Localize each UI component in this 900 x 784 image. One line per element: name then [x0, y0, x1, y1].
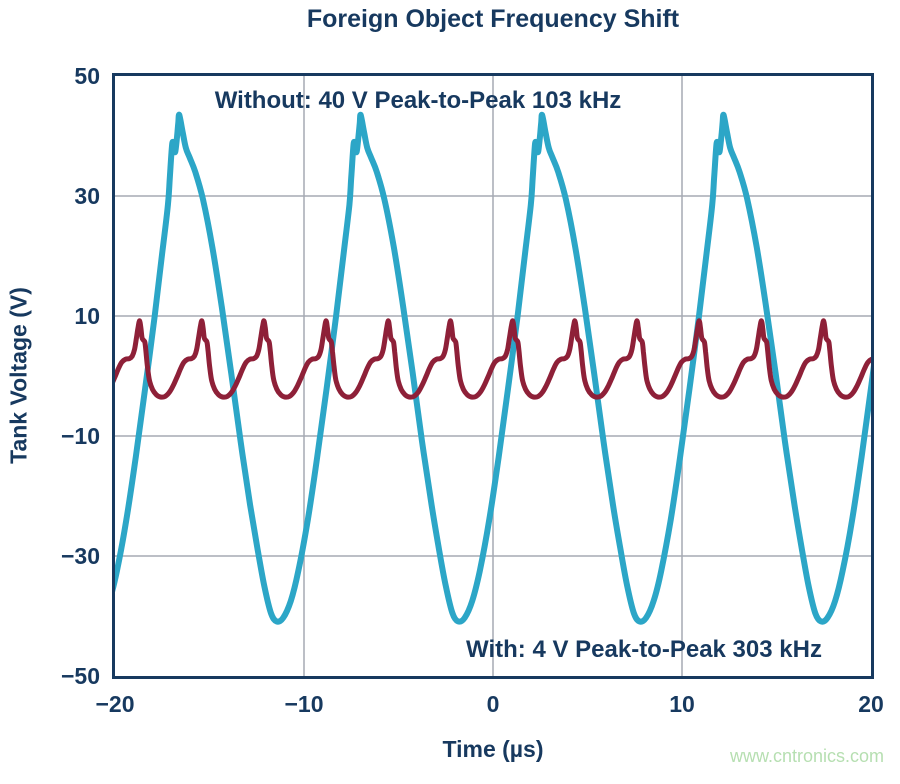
y-tick-label: 10	[74, 303, 100, 329]
with-foreign-object-line	[115, 318, 871, 400]
plot-svg	[115, 76, 871, 676]
y-tick-label: −30	[60, 543, 100, 569]
x-axis-title: Time (µs)	[442, 736, 544, 762]
x-tick-label: 20	[858, 691, 884, 717]
y-tick-label: 30	[74, 183, 100, 209]
plot-area: Without: 40 V Peak-to-Peak 103 kHz With:…	[112, 73, 874, 679]
y-tick-label: −10	[60, 423, 100, 449]
without-annotation: Without: 40 V Peak-to-Peak 103 kHz	[214, 87, 622, 114]
x-tick-label: 0	[486, 691, 500, 717]
with-annotation: With: 4 V Peak-to-Peak 303 kHz	[466, 636, 822, 663]
watermark: www.cntronics.com	[729, 746, 884, 766]
without-foreign-object-line	[115, 111, 871, 625]
x-tick-label: −20	[95, 691, 135, 717]
x-tick-label: −10	[284, 691, 324, 717]
y-tick-label: −50	[60, 663, 100, 689]
y-tick-label: 50	[74, 63, 100, 89]
y-axis-title: Tank Voltage (V)	[5, 287, 32, 464]
chart-title: Foreign Object Frequency Shift	[306, 5, 680, 33]
x-tick-label: 10	[669, 691, 695, 717]
